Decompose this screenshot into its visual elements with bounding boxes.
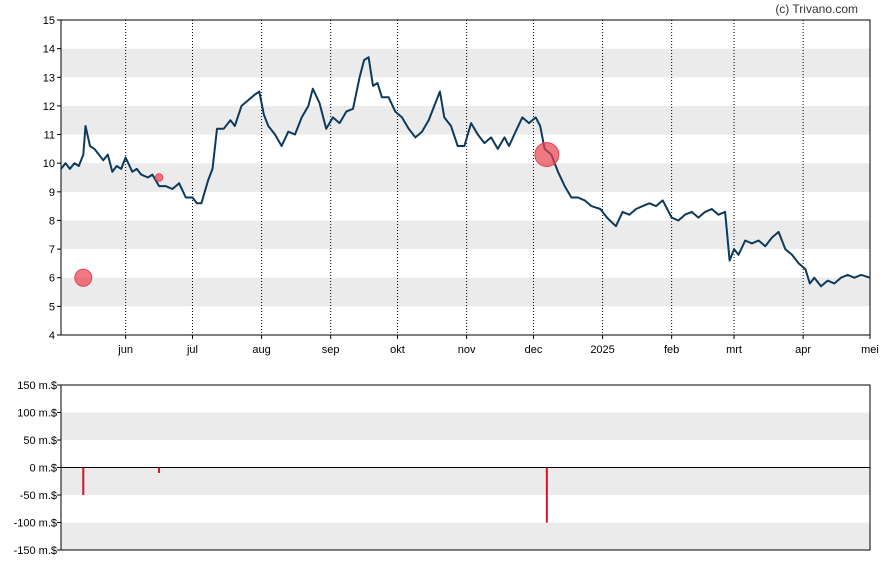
x-tick-label: mrt [726, 344, 742, 356]
y-tick-label: 7 [49, 244, 55, 256]
trade-marker [74, 268, 93, 287]
price-line [60, 56, 871, 288]
x-tick-label: dec [525, 344, 543, 356]
x-tick-label: mei [861, 344, 879, 356]
volume-grid-band [61, 467, 870, 495]
volume-grid-band [61, 412, 870, 440]
y-tick-label: 6 [49, 273, 55, 285]
trade-marker [534, 142, 560, 168]
x-tick-label: okt [390, 344, 405, 356]
y-tick-label: 15 [43, 15, 55, 27]
y-tick-label: 8 [49, 215, 55, 227]
volume-grid-band [61, 522, 870, 550]
x-tick-label: nov [458, 344, 476, 356]
volume-y-tick-label: 0 m.$ [29, 463, 57, 475]
x-tick-label: jun [117, 344, 133, 356]
volume-y-tick-label: -100 m.$ [14, 518, 57, 530]
volume-plot-frame [60, 384, 871, 551]
y-tick-label: 14 [43, 44, 55, 56]
price-grid-band [61, 105, 870, 135]
x-tick-label: feb [664, 344, 679, 356]
x-tick-label: jul [186, 344, 198, 356]
trade-marker [154, 173, 164, 182]
volume-y-tick-label: -50 m.$ [20, 490, 57, 502]
price-grid-band [61, 163, 870, 192]
x-tick-label: apr [795, 344, 811, 356]
y-tick-label: 9 [49, 187, 55, 199]
price-grid-band [61, 48, 870, 78]
x-tick-label: aug [252, 344, 270, 356]
price-grid-band [61, 220, 870, 250]
x-tick-label: 2025 [590, 344, 614, 356]
y-tick-label: 5 [49, 301, 55, 313]
volume-y-tick-label: 150 m.$ [17, 380, 57, 392]
volume-y-tick-label: 100 m.$ [17, 408, 57, 420]
y-tick-label: 12 [43, 101, 55, 113]
price-grid-band [61, 277, 870, 307]
copyright-text: (c) Trivano.com [775, 2, 858, 16]
y-tick-label: 10 [43, 158, 55, 170]
y-tick-label: 4 [49, 330, 55, 342]
y-tick-label: 11 [44, 130, 55, 142]
y-tick-label: 13 [43, 72, 55, 84]
volume-y-tick-label: -150 m.$ [14, 545, 57, 557]
price-plot-frame [60, 19, 871, 336]
volume-y-tick-label: 50 m.$ [23, 435, 57, 447]
x-tick-label: sep [322, 344, 340, 356]
